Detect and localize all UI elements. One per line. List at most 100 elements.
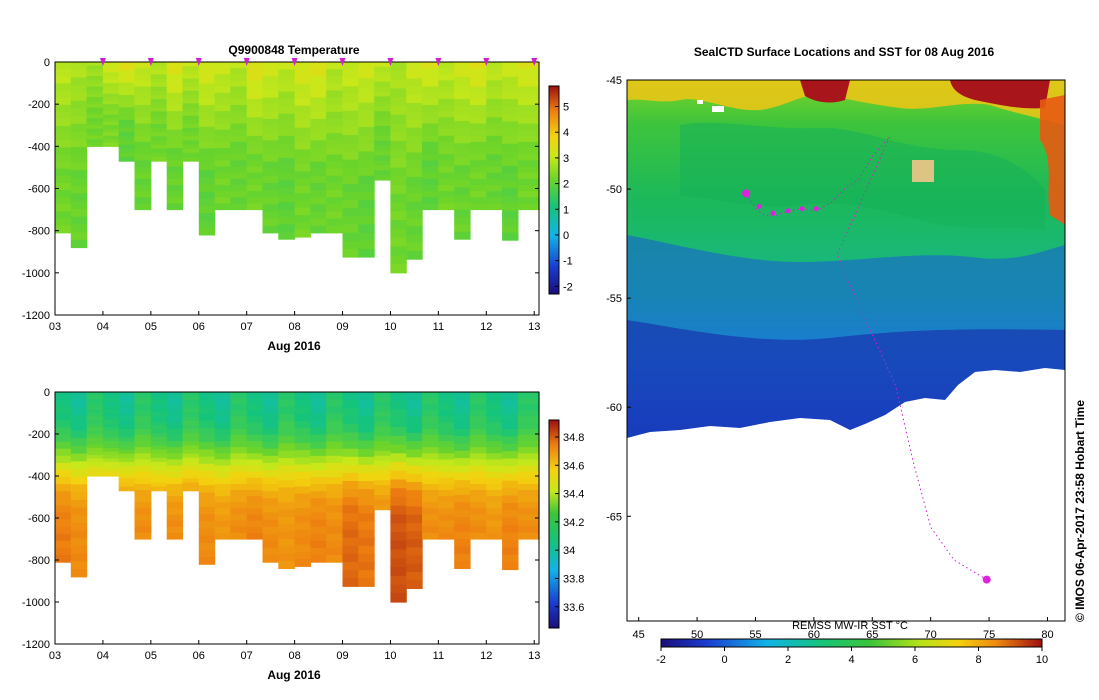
profile-cell (182, 453, 200, 459)
profile-cell (470, 447, 487, 454)
profile-cell (70, 123, 88, 133)
profile-cell (86, 83, 104, 88)
profile-cell (102, 395, 120, 400)
profile-cell (246, 392, 264, 399)
profile-cell (262, 225, 279, 234)
profile-cell (502, 143, 519, 152)
profile-cell (198, 62, 216, 70)
profile-cell (198, 549, 216, 558)
profile-cell (214, 141, 231, 149)
profile-cell (278, 62, 296, 70)
x-tick-label: 05 (145, 321, 157, 333)
profile-cell (214, 526, 231, 534)
profile-cell (134, 508, 152, 516)
profile-cell (102, 465, 120, 470)
profile-cell (294, 559, 311, 567)
profile-cell (182, 457, 200, 463)
surface-marker (195, 58, 202, 66)
profile-cell (150, 74, 168, 80)
profile-cell (422, 496, 439, 503)
profile-cell (166, 92, 184, 100)
profile-cell (517, 92, 540, 100)
profile-cell (102, 97, 120, 102)
profile-cell (102, 406, 120, 411)
profile-cell (214, 111, 231, 118)
profile-cell (294, 69, 311, 78)
profile-cell (55, 392, 72, 400)
profile-cell (422, 508, 439, 516)
profile-cell (230, 465, 248, 473)
profile-cell (486, 502, 503, 509)
profile-cell (118, 99, 136, 104)
profile-cell (182, 99, 200, 104)
profile-cell (246, 398, 264, 405)
profile-cell (374, 111, 392, 117)
profile-cell (358, 472, 375, 482)
profile-cell (70, 538, 88, 547)
profile-cell (422, 526, 439, 534)
profile-cell (86, 469, 104, 474)
profile-cell (150, 420, 168, 426)
profile-cell (55, 455, 72, 464)
profile-cell (166, 514, 184, 522)
sst-colorbar-title: REMSS MW-IR SST °C (792, 620, 908, 632)
profile-cell (358, 248, 375, 258)
profile-cell (390, 228, 407, 239)
profile-cell (86, 437, 104, 442)
profile-cell (134, 135, 152, 143)
profile-cell (390, 62, 407, 72)
profile-cell (70, 208, 88, 218)
profile-cell (55, 133, 72, 141)
profile-cell (358, 175, 375, 185)
profile-cell (55, 76, 72, 84)
profile-cell (182, 78, 200, 84)
profile-cell (230, 135, 248, 143)
profile-cell (454, 399, 471, 408)
profile-cell (102, 420, 120, 425)
profile-cell (438, 105, 455, 112)
map-x-tick-label: 75 (983, 629, 995, 641)
profile-cell (438, 123, 455, 131)
map-frame (626, 79, 1066, 622)
profile-cell (454, 172, 471, 181)
profile-cell (102, 469, 120, 474)
profile-cell (406, 490, 423, 499)
profile-cell (134, 520, 152, 528)
profile-cell (310, 190, 327, 198)
profile-cell (470, 465, 487, 473)
profile-cell (406, 547, 423, 557)
profile-cell (118, 416, 136, 422)
seal-surface-point (799, 206, 805, 212)
profile-cell (198, 213, 216, 222)
profile-cell (422, 74, 439, 81)
profile-cell (470, 185, 487, 192)
profile-cell (134, 191, 152, 198)
ice-fleck (697, 100, 703, 104)
profile-cell (374, 62, 392, 68)
profile-cell (246, 117, 264, 124)
profile-cell (166, 508, 184, 516)
profile-cell (406, 432, 423, 442)
profile-cell (118, 123, 136, 129)
profile-cell (150, 144, 168, 150)
profile-cell (118, 115, 136, 121)
profile-cell (438, 98, 455, 106)
profile-cell (294, 537, 311, 546)
profile-cell (198, 535, 216, 544)
profile-cell (310, 140, 327, 148)
profile-cell (230, 483, 248, 491)
profile-cell (310, 225, 327, 234)
x-tick-label: 13 (528, 321, 540, 333)
profile-cell (406, 160, 423, 170)
profile-cell (70, 507, 88, 516)
profile-cell (278, 517, 296, 525)
profile-cell (70, 201, 88, 210)
profile-cell (502, 458, 519, 467)
profile-cell (358, 86, 375, 96)
profile-cell (438, 416, 455, 424)
profile-cell (70, 162, 88, 171)
profile-cell (214, 416, 231, 424)
profile-cell (470, 148, 487, 155)
profile-cell (374, 165, 392, 171)
profile-cell (182, 482, 200, 488)
